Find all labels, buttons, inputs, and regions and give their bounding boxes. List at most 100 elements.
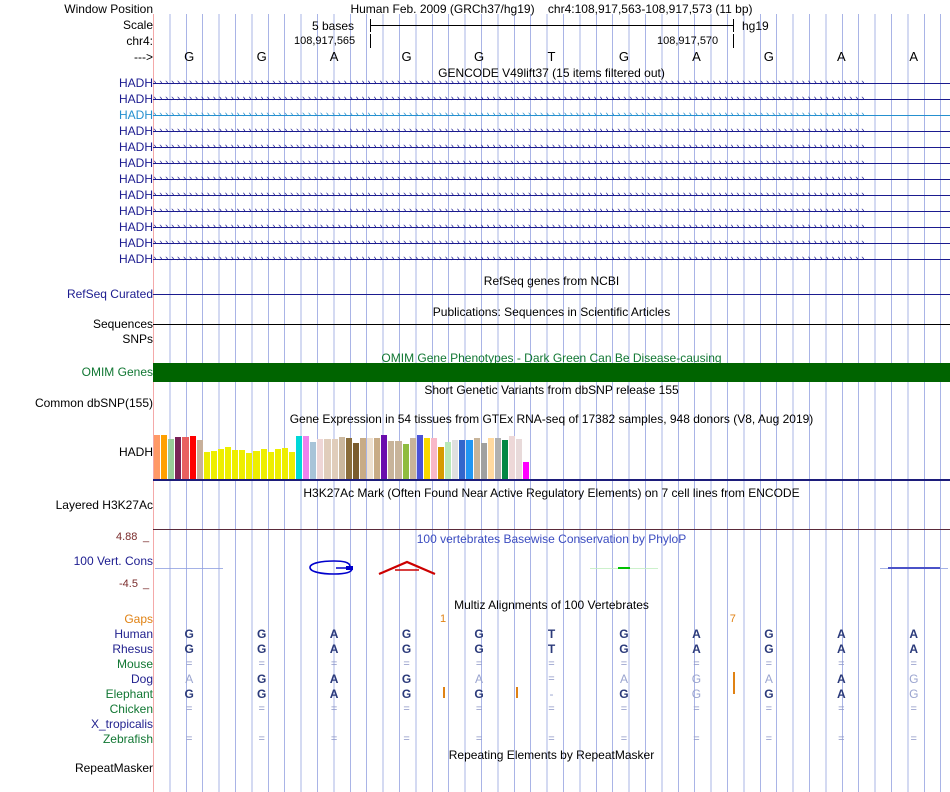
publications-feature-line[interactable]	[153, 324, 950, 325]
gtex-tissue-bar[interactable]	[175, 437, 182, 480]
gene-body-line[interactable]	[153, 179, 950, 180]
refseq-label[interactable]: RefSeq Curated	[66, 287, 153, 301]
dbsnp-row[interactable]: Common dbSNP(155)	[0, 397, 950, 411]
gtex-tissue-bar[interactable]	[324, 439, 331, 480]
gtex-tissue-bar[interactable]	[317, 439, 324, 480]
refseq-feature-line[interactable]	[153, 294, 950, 295]
gtex-tissue-bar[interactable]	[168, 439, 175, 480]
publications-row[interactable]: Sequences	[0, 318, 950, 332]
gencode-gene-label[interactable]: HADH	[118, 92, 153, 106]
gtex-tissue-bar[interactable]	[281, 448, 288, 480]
gtex-tissue-bar[interactable]	[395, 441, 402, 480]
gtex-tissue-bar[interactable]	[154, 435, 161, 480]
gtex-tissue-bar[interactable]	[494, 438, 501, 480]
gtex-tissue-bar[interactable]	[466, 440, 473, 480]
gencode-gene-label[interactable]: HADH	[118, 172, 153, 186]
gtex-tissue-bar[interactable]	[473, 438, 480, 480]
gtex-tissue-bar[interactable]	[296, 436, 303, 480]
gtex-tissue-bar[interactable]	[409, 438, 416, 480]
species-label[interactable]: Zebrafish	[102, 732, 153, 746]
gencode-gene-label[interactable]: HADH	[118, 108, 153, 122]
gtex-tissue-bar[interactable]	[217, 449, 225, 480]
gtex-tissue-bar[interactable]	[260, 449, 267, 480]
species-label[interactable]: Mouse	[116, 657, 153, 671]
gencode-gene-label[interactable]: HADH	[118, 124, 153, 138]
gtex-tissue-bar[interactable]	[338, 437, 345, 480]
gtex-tissue-bar[interactable]	[182, 437, 189, 480]
gtex-tissue-bar[interactable]	[225, 447, 232, 480]
gtex-tissue-bar[interactable]	[402, 444, 409, 480]
dbsnp-label[interactable]: Common dbSNP(155)	[34, 396, 153, 410]
gtex-tissue-bar[interactable]	[523, 462, 530, 480]
gtex-tissue-bar[interactable]	[516, 439, 523, 480]
gtex-tissue-bar[interactable]	[189, 436, 196, 480]
gtex-tissue-bar[interactable]	[359, 438, 367, 480]
gtex-tissue-bar[interactable]	[438, 447, 445, 480]
publications-label[interactable]: Sequences	[92, 317, 153, 331]
gtex-tissue-bar[interactable]	[274, 449, 281, 480]
gtex-tissue-bar[interactable]	[232, 450, 239, 480]
gene-body-line[interactable]	[153, 147, 950, 148]
refseq-row[interactable]: RefSeq Curated	[0, 288, 950, 302]
gencode-gene-label[interactable]: HADH	[118, 156, 153, 170]
omim-label[interactable]: OMIM Genes	[81, 365, 153, 379]
gencode-gene-label[interactable]: HADH	[118, 76, 153, 90]
species-label[interactable]: Dog	[130, 672, 153, 686]
gene-body-line[interactable]	[153, 227, 950, 228]
gene-body-line[interactable]	[153, 115, 950, 116]
gene-body-line[interactable]	[153, 99, 950, 100]
gtex-tissue-bar[interactable]	[352, 443, 359, 480]
repeatmasker-label[interactable]: RepeatMasker	[74, 761, 153, 775]
gene-body-line[interactable]	[153, 83, 950, 84]
gene-body-line[interactable]	[153, 211, 950, 212]
gtex-tissue-bar[interactable]	[416, 435, 423, 480]
conservation-label[interactable]: 100 Vert. Cons	[73, 554, 153, 568]
gtex-tissue-bar[interactable]	[509, 436, 516, 480]
gencode-gene-label[interactable]: HADH	[118, 204, 153, 218]
gencode-gene-label[interactable]: HADH	[118, 188, 153, 202]
h3k27ac-label[interactable]: Layered H3K27Ac	[55, 498, 153, 512]
gtex-tissue-bar[interactable]	[196, 440, 203, 480]
gtex-tissue-bar[interactable]	[445, 442, 452, 480]
conservation-plot[interactable]	[153, 555, 950, 581]
repeatmasker-row[interactable]: RepeatMasker	[0, 762, 950, 776]
gtex-tissue-bar[interactable]	[331, 439, 338, 480]
gtex-tissue-bar[interactable]	[367, 438, 374, 480]
snps-row[interactable]: SNPs	[0, 333, 950, 347]
gtex-row[interactable]: HADH	[0, 420, 950, 480]
gtex-gene-label[interactable]: HADH	[118, 445, 153, 459]
species-label[interactable]: Chicken	[109, 702, 153, 716]
omim-gene-bar[interactable]	[153, 363, 950, 382]
species-label[interactable]: Elephant	[105, 687, 153, 701]
gtex-tissue-bar[interactable]	[345, 438, 352, 480]
gene-body-line[interactable]	[153, 131, 950, 132]
gtex-tissue-bar[interactable]	[303, 436, 310, 480]
gtex-tissue-bar[interactable]	[246, 453, 253, 480]
gene-body-line[interactable]	[153, 243, 950, 244]
gaps-label[interactable]: Gaps	[124, 612, 153, 626]
gtex-tissue-bar[interactable]	[253, 451, 260, 480]
gene-body-line[interactable]	[153, 195, 950, 196]
gtex-tissue-bar[interactable]	[487, 438, 494, 480]
gtex-tissue-bar[interactable]	[423, 438, 430, 480]
snps-label[interactable]: SNPs	[122, 332, 153, 346]
gtex-tissue-bar[interactable]	[381, 435, 388, 480]
gene-body-line[interactable]	[153, 259, 950, 260]
gtex-tissue-bar[interactable]	[310, 442, 317, 480]
gtex-tissue-bar[interactable]	[374, 438, 381, 480]
gencode-gene-label[interactable]: HADH	[118, 220, 153, 234]
h3k27ac-row[interactable]: Layered H3K27Ac	[0, 499, 950, 513]
gtex-tissue-bar[interactable]	[501, 440, 509, 480]
gtex-tissue-bar[interactable]	[288, 452, 296, 480]
gtex-tissue-bar[interactable]	[480, 443, 487, 480]
species-label[interactable]: Human	[114, 627, 153, 641]
gtex-tissue-bar[interactable]	[203, 452, 210, 480]
gene-body-line[interactable]	[153, 163, 950, 164]
species-label[interactable]: X_tropicalis	[90, 717, 153, 731]
species-label[interactable]: Rhesus	[112, 642, 153, 656]
gencode-gene-label[interactable]: HADH	[118, 236, 153, 250]
gtex-tissue-bar[interactable]	[239, 450, 246, 480]
omim-row[interactable]: OMIM Genes	[0, 365, 950, 381]
gtex-tissue-bar[interactable]	[210, 451, 217, 480]
